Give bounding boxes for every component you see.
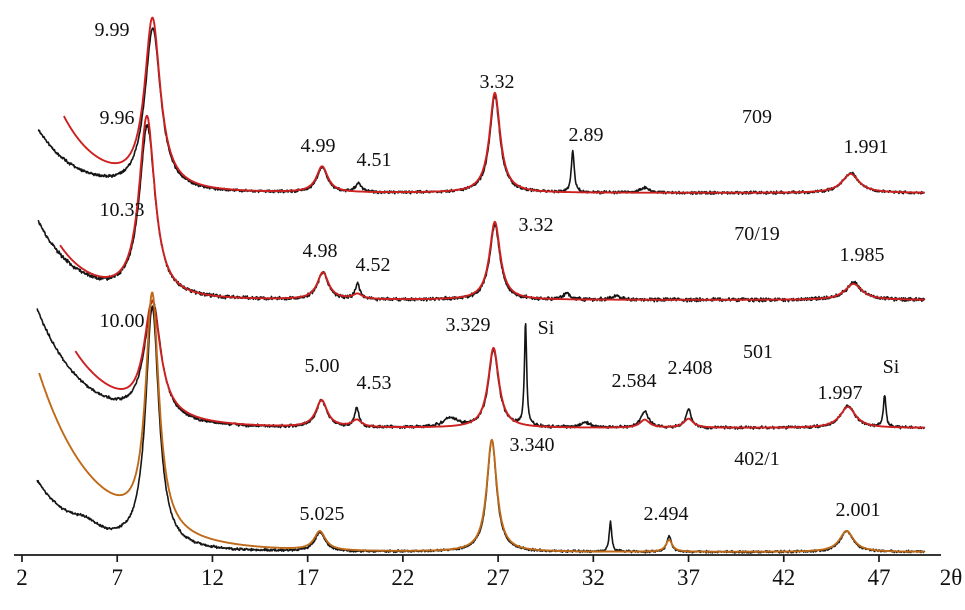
- sample-label: 70/19: [734, 223, 780, 245]
- peak-d-label: 2.584: [612, 370, 657, 392]
- peak-d-label: 4.99: [301, 135, 336, 157]
- peak-d-label: 2.494: [644, 503, 689, 525]
- x-tick-label: 7: [111, 565, 123, 590]
- peak-d-label: 3.340: [510, 434, 555, 456]
- peak-d-label: 4.52: [356, 254, 391, 276]
- sample-label: 709: [742, 106, 772, 128]
- peak-d-label: 3.329: [446, 314, 491, 336]
- x-tick-label: 37: [677, 565, 700, 590]
- peak-d-label: 2.89: [569, 124, 604, 146]
- trace-70/19-fit: [59, 114, 926, 301]
- peak-d-label: 5.00: [305, 355, 340, 377]
- peak-d-label: 3.32: [519, 214, 554, 236]
- peak-d-label: 4.53: [357, 372, 392, 394]
- peak-d-label: 4.98: [303, 240, 338, 262]
- peak-d-label: 3.32: [480, 71, 515, 93]
- x-tick-label: 12: [201, 565, 224, 590]
- si-peak-label: Si: [538, 317, 555, 339]
- trace-402/1-experimental: [36, 305, 926, 554]
- x-tick-label: 22: [391, 565, 414, 590]
- peak-d-label: 10.33: [100, 199, 145, 221]
- x-tick-label: 17: [296, 565, 319, 590]
- peak-d-label: 1.991: [844, 136, 889, 158]
- peak-d-label: 2.408: [668, 357, 713, 379]
- si-peak-label: Si: [883, 356, 900, 378]
- peak-d-label: 9.96: [100, 107, 135, 129]
- peak-d-label: 10.00: [100, 310, 145, 332]
- peak-d-label: 4.51: [357, 149, 392, 171]
- peak-d-label: 5.025: [300, 503, 345, 525]
- x-tick-label: 42: [772, 565, 795, 590]
- x-tick-label: 47: [867, 565, 890, 590]
- x-tick-label: 32: [582, 565, 605, 590]
- peak-d-label: 9.99: [95, 19, 130, 41]
- sample-label: 402/1: [734, 448, 780, 470]
- trace-709-fit: [63, 16, 926, 194]
- x-axis-label: 2θ: [940, 565, 963, 590]
- trace-501-fit: [74, 300, 926, 429]
- trace-709-experimental: [37, 27, 925, 196]
- sample-label: 501: [743, 341, 773, 363]
- peak-d-label: 2.001: [836, 499, 881, 521]
- peak-d-label: 1.985: [840, 244, 885, 266]
- x-tick-label: 27: [487, 565, 510, 590]
- peak-d-label: 1.997: [818, 382, 863, 404]
- x-tick-label: 2: [16, 565, 28, 590]
- trace-402/1-fit: [38, 291, 926, 553]
